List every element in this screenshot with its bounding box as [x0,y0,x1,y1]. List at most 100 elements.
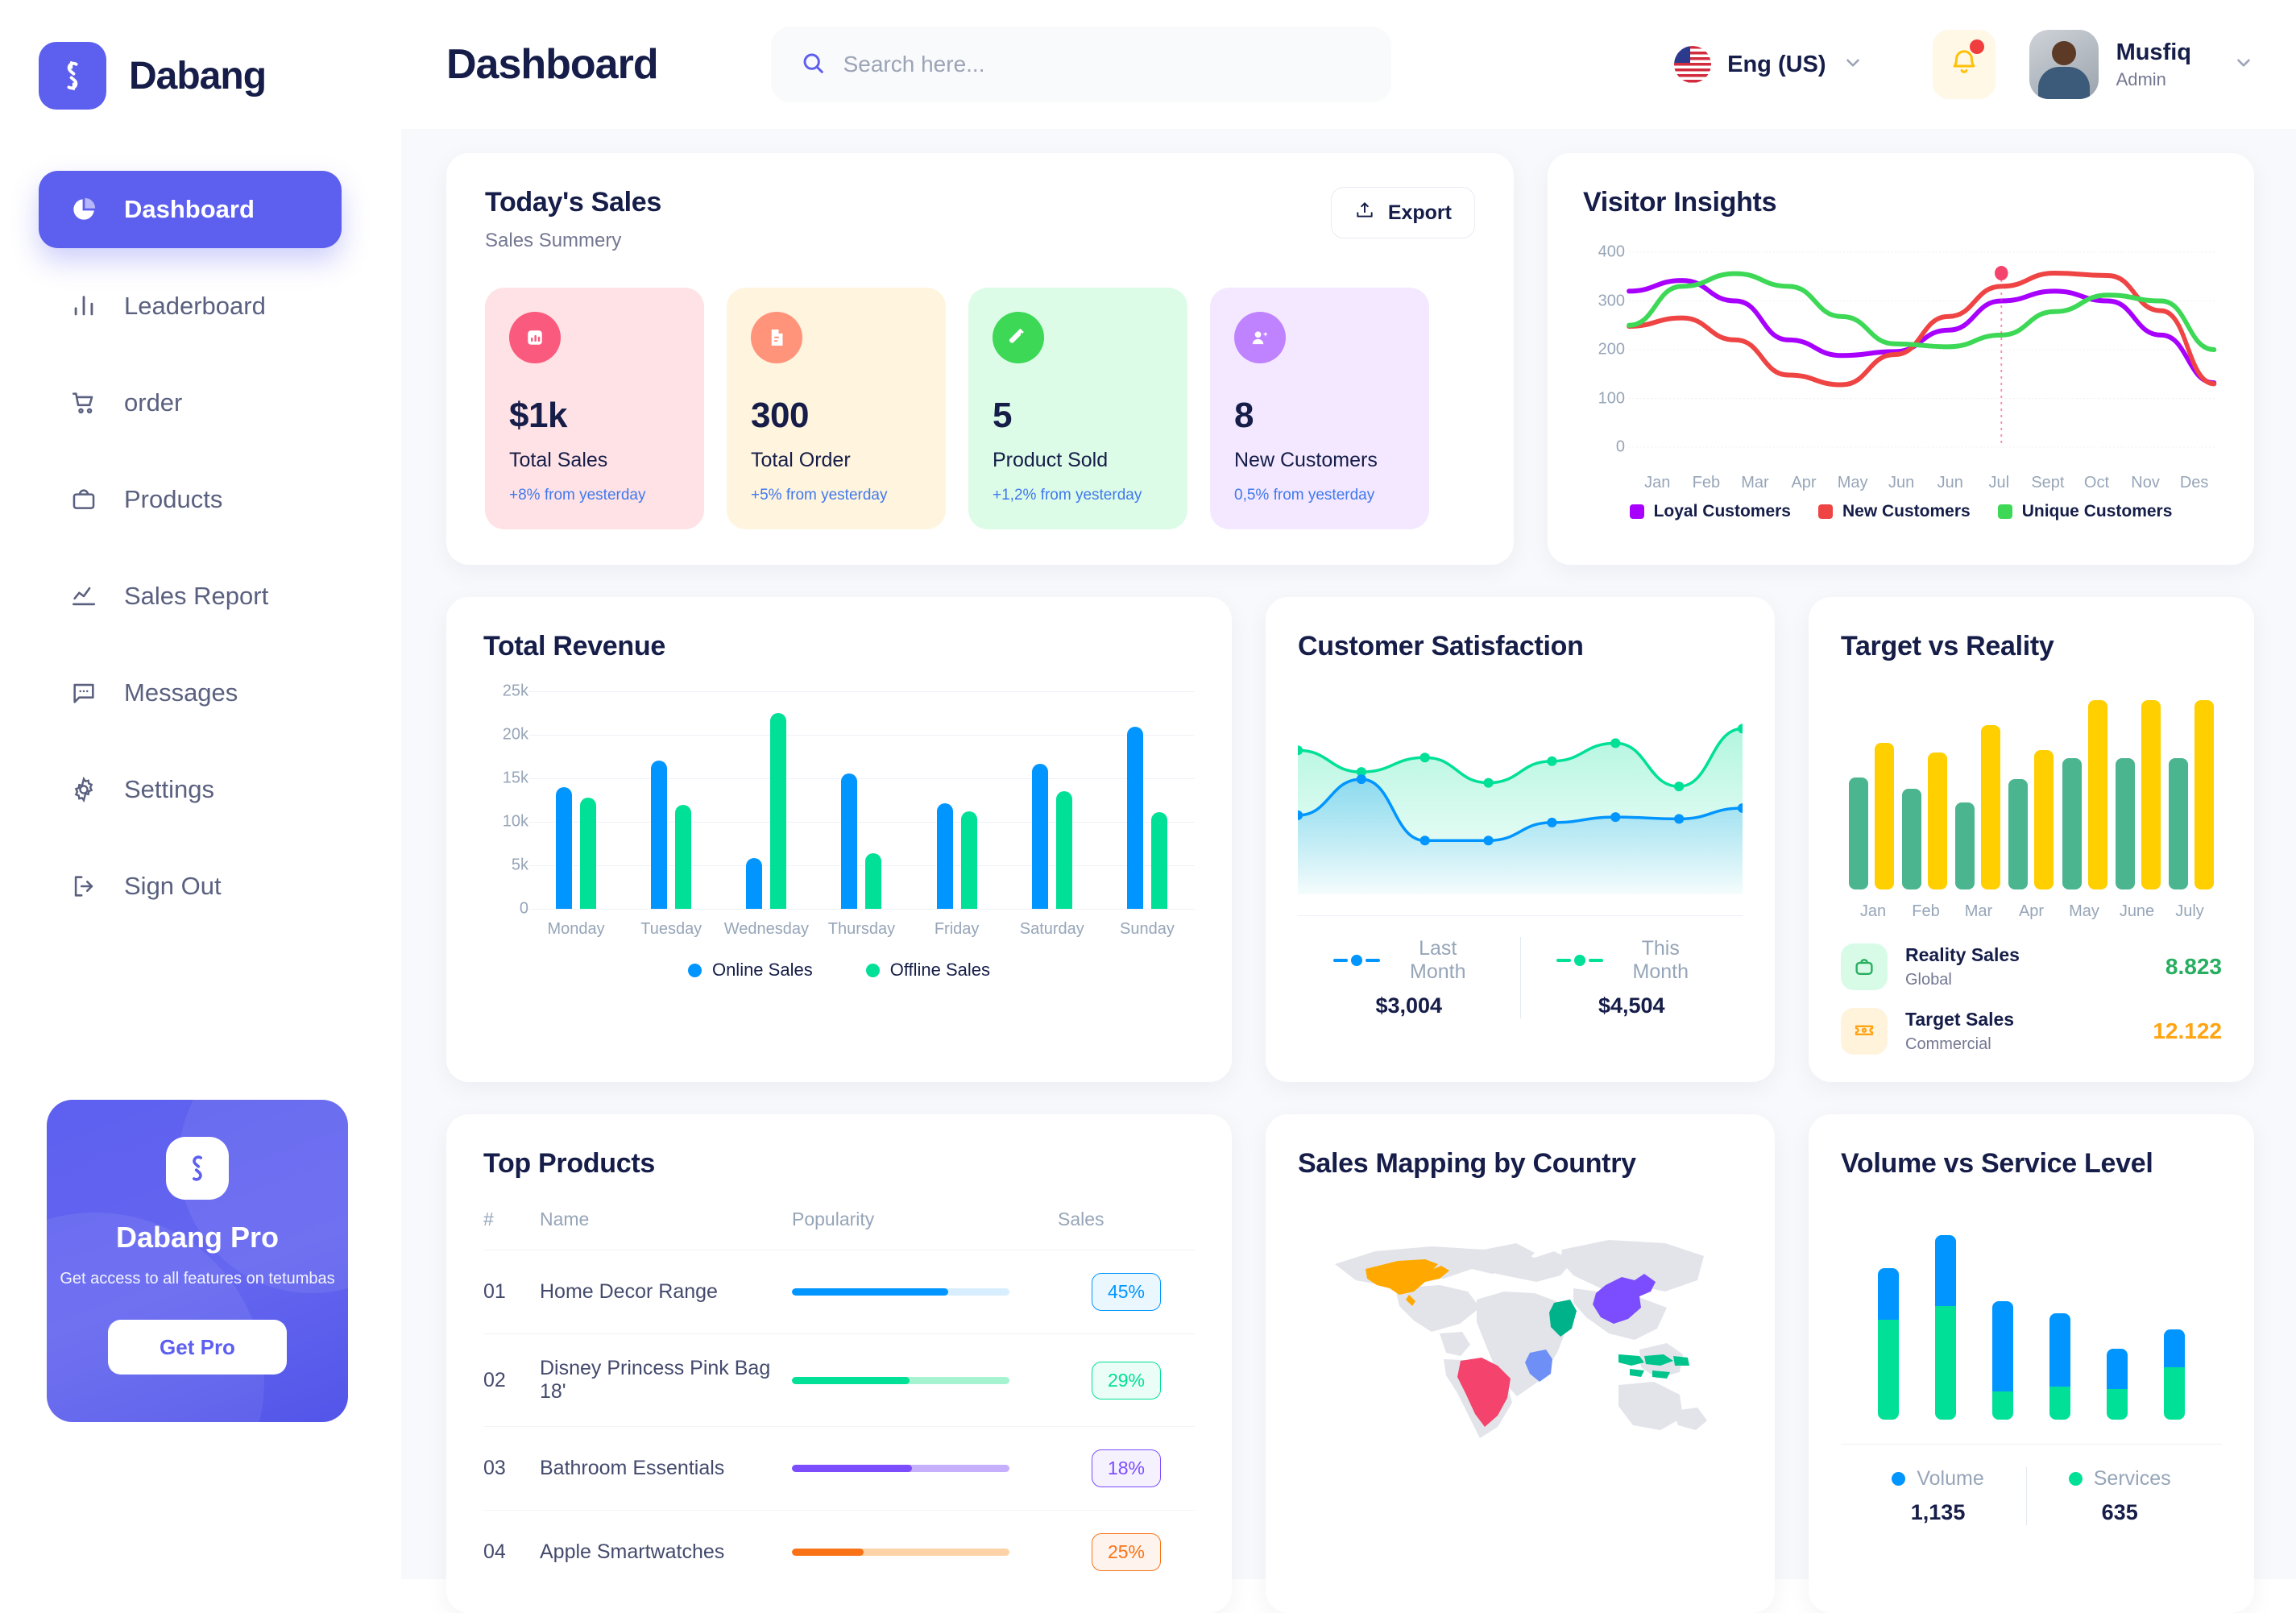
map-region-indonesia[interactable] [1618,1354,1689,1379]
y-tick: 0 [519,899,528,918]
bar-group[interactable] [2115,696,2161,889]
bar-reality-sales[interactable] [2115,757,2135,889]
search-input[interactable] [843,52,1362,77]
bar-offline-sales[interactable] [580,797,597,909]
bar-group[interactable] [1100,691,1195,909]
bar-group[interactable] [528,691,624,909]
stat-card-product-sold[interactable]: 5 Product Sold +1,2% from yesterday [968,288,1187,529]
stat-card-new-customers[interactable]: 8 New Customers 0,5% from yesterday [1210,288,1429,529]
bar-online-sales[interactable] [556,786,573,909]
bar-segment-services[interactable] [1878,1320,1900,1420]
bar-offline-sales[interactable] [865,852,882,909]
bar-group[interactable] [1005,691,1100,909]
bar-segment-services[interactable] [2106,1388,2128,1420]
map-region-brazil[interactable] [1457,1358,1511,1427]
bar-online-sales[interactable] [1031,763,1048,909]
bar-offline-sales[interactable] [960,811,977,909]
cell-popularity [792,1333,1058,1427]
bar-group[interactable] [1955,696,2001,889]
bar-offline-sales[interactable] [770,713,787,909]
search-bar[interactable] [770,27,1391,102]
sidebar-item-sales-report[interactable]: Sales Report [39,558,363,635]
sidebar-item-settings[interactable]: Settings [39,751,363,828]
table-row[interactable]: 01 Home Decor Range 45% [483,1250,1195,1334]
notifications-button[interactable] [1932,30,1996,99]
sidebar-item-sign-out[interactable]: Sign Out [39,848,363,925]
legend-item: Services 635 [2025,1467,2213,1525]
user-menu[interactable]: Musfiq Admin [2029,30,2254,99]
user-role: Admin [2116,69,2166,90]
get-pro-button[interactable]: Get Pro [108,1320,287,1375]
bar-segment-services[interactable] [2163,1367,2185,1420]
map-region-dr-congo[interactable] [1525,1350,1552,1382]
bar-target-sales[interactable] [2034,750,2054,889]
bar-reality-sales[interactable] [1902,789,1922,889]
bar-online-sales[interactable] [1126,727,1143,909]
sidebar-item-leaderboard[interactable]: Leaderboard [39,267,363,345]
bar-target-sales[interactable] [2194,699,2214,889]
bar-segment-volume[interactable] [1935,1234,1957,1306]
stat-card-total-sales[interactable]: $1k Total Sales +8% from yesterday [485,288,704,529]
table-row[interactable]: 03 Bathroom Essentials 18% [483,1426,1195,1511]
stacked-bar[interactable] [1935,1234,1957,1420]
bar-group[interactable] [814,691,909,909]
bar-reality-sales[interactable] [1849,777,1868,889]
brand[interactable]: Dabang [0,0,401,110]
x-axis-labels: Monday Tuesday Wednesday Thursday Friday Satu… [528,920,1195,939]
bar-group[interactable] [1849,696,1894,889]
bar-segment-volume[interactable] [2106,1348,2128,1389]
bar-segment-services[interactable] [1935,1305,1957,1420]
bar-online-sales[interactable] [651,761,668,909]
cell-name: Apple Smartwatches [540,1540,725,1563]
table-row[interactable]: 04 Apple Smartwatches 25% [483,1511,1195,1594]
bar-group[interactable] [2168,696,2214,889]
sidebar-item-order[interactable]: order [39,364,363,442]
bar-reality-sales[interactable] [1955,802,1975,889]
world-map[interactable] [1298,1207,1743,1449]
sidebar-item-dashboard[interactable]: Dashboard [39,171,342,248]
stacked-bar[interactable] [2049,1312,2070,1420]
bar-group[interactable] [910,691,1005,909]
stat-card-total-order[interactable]: 300 Total Order +5% from yesterday [727,288,946,529]
stacked-bar[interactable] [2106,1348,2128,1420]
bar-online-sales[interactable] [841,773,858,909]
bar-offline-sales[interactable] [1055,791,1072,909]
bar-online-sales[interactable] [746,858,763,909]
bar-target-sales[interactable] [1981,725,2001,889]
map-region-china[interactable] [1593,1274,1656,1324]
bar-segment-services[interactable] [1992,1391,2014,1420]
bar-offline-sales[interactable] [1150,812,1167,909]
bar-reality-sales[interactable] [2062,757,2082,889]
bar-group[interactable] [2062,696,2107,889]
bar-offline-sales[interactable] [675,805,692,909]
bar-segment-services[interactable] [2049,1386,2070,1420]
bar-group[interactable] [719,691,814,909]
bar-group[interactable] [2008,696,2054,889]
bar-reality-sales[interactable] [2008,779,2029,889]
bar-target-sales[interactable] [2141,699,2161,889]
sidebar-item-messages[interactable]: Messages [39,654,363,732]
stacked-bar[interactable] [1878,1267,1900,1420]
bar-online-sales[interactable] [936,803,953,909]
bar-segment-volume[interactable] [1992,1300,2014,1391]
stacked-bar[interactable] [1992,1300,2014,1420]
bar-segment-volume[interactable] [2163,1329,2185,1368]
bar-segment-volume[interactable] [1878,1267,1900,1321]
stacked-bar[interactable] [2163,1329,2185,1420]
language-selector[interactable]: Eng (US) [1674,46,1863,83]
export-button[interactable]: Export [1330,187,1475,238]
bar-reality-sales[interactable] [2168,757,2188,889]
map-region-saudi-arabia[interactable] [1549,1300,1577,1337]
bar-segment-volume[interactable] [2049,1312,2070,1387]
bar-group[interactable] [1902,696,1948,889]
sidebar-item-products[interactable]: Products [39,461,363,538]
table-row[interactable]: 02 Disney Princess Pink Bag 18' 29% [483,1333,1195,1427]
popularity-bar [792,1288,1009,1296]
bar-target-sales[interactable] [1875,742,1894,889]
bar-group[interactable] [624,691,719,909]
bar-target-sales[interactable] [2087,699,2107,889]
popularity-bar [792,1465,1009,1472]
map-region-united-states[interactable] [1366,1259,1449,1306]
bar-target-sales[interactable] [1928,752,1948,889]
legend-label: Volume [1917,1467,1984,1490]
